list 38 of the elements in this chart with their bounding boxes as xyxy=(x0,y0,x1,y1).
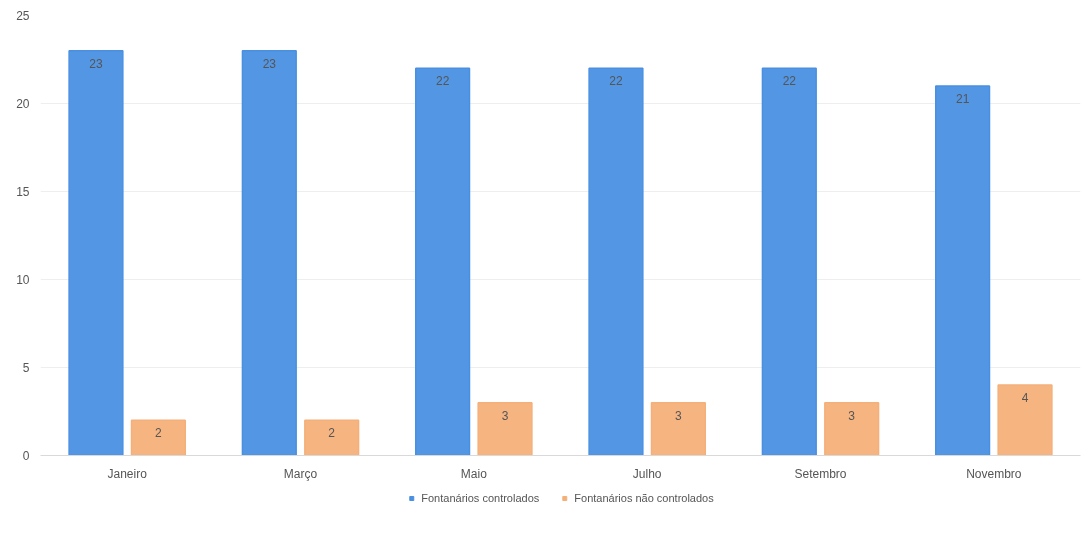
data-label: 3 xyxy=(501,408,509,423)
bar xyxy=(130,419,186,456)
bar xyxy=(761,67,817,456)
bar xyxy=(935,85,991,456)
bar xyxy=(415,67,471,456)
x-tick-label: Janeiro xyxy=(107,466,148,481)
data-label: 21 xyxy=(955,91,970,106)
data-label: 2 xyxy=(155,426,163,441)
y-tick-label: 10 xyxy=(16,273,30,287)
bar xyxy=(68,49,124,456)
bar xyxy=(588,67,644,456)
bar xyxy=(304,419,360,456)
x-tick-label: Setembro xyxy=(794,466,847,481)
data-label: 22 xyxy=(435,74,450,89)
legend-label: Fontanários controlados xyxy=(421,492,540,504)
bar xyxy=(477,401,533,456)
x-tick-label: Julho xyxy=(632,466,662,481)
x-tick-label: Maio xyxy=(460,466,488,481)
y-tick-label: 0 xyxy=(22,449,30,463)
data-label: 3 xyxy=(848,408,856,423)
bar xyxy=(650,401,706,456)
data-label: 22 xyxy=(609,74,623,89)
data-label: 23 xyxy=(89,56,103,71)
data-label: 23 xyxy=(262,56,277,71)
y-tick-label: 5 xyxy=(22,361,30,375)
y-tick-label: 15 xyxy=(16,185,30,199)
data-label: 22 xyxy=(782,74,797,89)
y-tick-label: 20 xyxy=(16,97,30,111)
data-label: 2 xyxy=(328,426,336,441)
x-tick-label: Março xyxy=(283,466,318,481)
x-tick-label: Novembro xyxy=(966,466,1022,481)
data-label: 4 xyxy=(1021,391,1029,406)
bar xyxy=(241,49,297,456)
y-tick-label: 25 xyxy=(16,9,30,23)
data-label: 3 xyxy=(675,408,683,423)
bar xyxy=(824,401,880,456)
bar xyxy=(997,384,1053,456)
legend-label: Fontanários não controlados xyxy=(574,492,714,504)
